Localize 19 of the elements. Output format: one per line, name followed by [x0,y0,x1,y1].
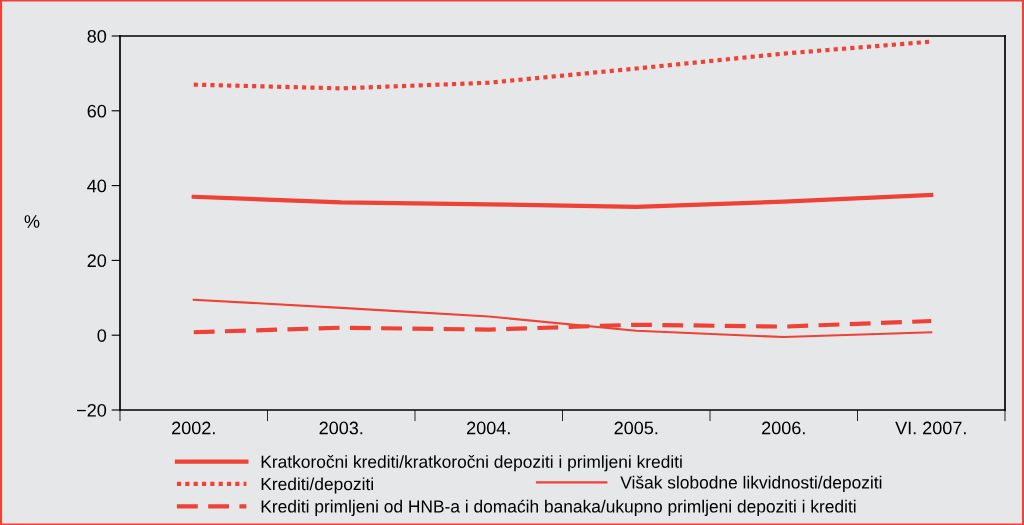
legend-label: Krediti primljeni od HNB-a i domaćih banaka/ukupno primljeni depoziti i krediti [261,499,856,517]
x-tick-label: 2003. [319,421,363,435]
x-tick-label: 2004. [467,421,510,435]
y-tick-label: 40 [87,179,107,193]
y-tick-label: 20 [87,254,107,268]
y-tick-label: −20 [77,403,107,417]
y-tick-label: 0 [97,329,107,342]
x-tick-label: 2006. [762,421,805,435]
legend-label: Kratkoročni krediti/kratkoročni depoziti i primljeni krediti [261,455,682,472]
line-series [192,298,933,339]
y-tick-label: 80 [87,29,107,43]
x-tick-label: 2005. [614,421,658,435]
y-tick-label: 60 [87,104,107,118]
x-tick-label: VI. 2007. [895,421,966,435]
y-axis-title: % [24,215,40,228]
line-series [191,192,934,210]
x-tick-label: 2002. [172,421,215,435]
legend-label: Krediti/depoziti [261,477,373,494]
legend-label: Višak slobodne likvidnosti/depoziti [620,475,882,493]
